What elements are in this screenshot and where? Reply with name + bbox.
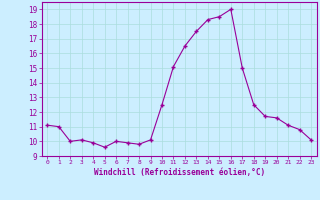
X-axis label: Windchill (Refroidissement éolien,°C): Windchill (Refroidissement éolien,°C) xyxy=(94,168,265,177)
